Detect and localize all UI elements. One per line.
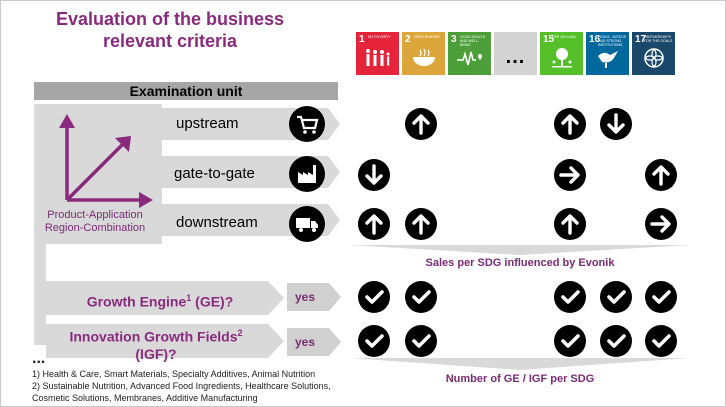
- row-label-upstream: upstream: [176, 115, 239, 132]
- sdg-number: 17: [635, 34, 647, 45]
- people-icon: [366, 49, 390, 66]
- sdg-tile-3: 3 Good health and well-being: [448, 32, 491, 75]
- sdg-number: 1: [359, 34, 365, 45]
- cart-icon: [289, 106, 325, 142]
- sales-label: Sales per SDG influenced by Evonik: [425, 257, 615, 269]
- check-icon: [405, 281, 437, 313]
- ellipsis-icon: ...: [505, 46, 526, 68]
- factory-icon: [289, 156, 325, 192]
- check-icon: [645, 325, 677, 357]
- sdg-icons-row: 1 No poverty 2 Zero hunger 3 Good health…: [356, 32, 675, 75]
- sales-band: [350, 245, 690, 255]
- arrow-up-icon: [554, 208, 586, 240]
- page-title: Evaluation of the business relevant crit…: [55, 9, 285, 51]
- growth-engine-text: Growth Engine: [86, 293, 187, 310]
- check-icon: [358, 325, 390, 357]
- sdg-label: No poverty: [368, 35, 391, 39]
- check-icon: [358, 281, 390, 313]
- arrow-up-icon: [358, 208, 390, 240]
- sdg-label: Partnerships for the goals: [644, 35, 673, 43]
- bowl-icon: [413, 48, 435, 66]
- arrow-right-icon: [554, 159, 586, 191]
- truck-icon: [289, 206, 325, 242]
- growth-engine-banner: [46, 281, 284, 315]
- igf-text: Innovation Growth Fields: [69, 328, 238, 345]
- yes-arrow-1: [329, 283, 341, 311]
- tree-icon: [552, 48, 572, 68]
- examination-unit-header: Examination unit: [34, 82, 338, 100]
- check-icon: [645, 281, 677, 313]
- check-icon: [554, 325, 586, 357]
- sdg-tile-15: 15 Life on land: [540, 32, 583, 75]
- dove-icon: [598, 51, 618, 68]
- arrow-down-icon: [600, 108, 632, 140]
- growth-engine-suffix: (GE)?: [191, 293, 234, 310]
- heartbeat-icon: [457, 51, 482, 66]
- footnote-ref-2: 2: [237, 328, 243, 338]
- sdg-number: 15: [543, 34, 555, 45]
- axis-panel: [34, 104, 162, 244]
- check-icon: [600, 281, 632, 313]
- flower-icon: [644, 48, 664, 68]
- sdg-label: Good health and well-being: [460, 35, 486, 47]
- sdg-tile-16: 16 Peace, justice and strong institution…: [586, 32, 629, 75]
- sdg-label: Zero hunger: [414, 35, 440, 39]
- number-band: [350, 358, 690, 370]
- row-label-gate-to-gate: gate-to-gate: [174, 165, 255, 182]
- footnote-1: 1) Health & Care, Smart Materials, Speci…: [32, 369, 316, 379]
- sdg-tile-17: 17 Partnerships for the goals: [632, 32, 675, 75]
- row-label-downstream: downstream: [176, 214, 258, 231]
- arrow-up-icon: [645, 159, 677, 191]
- check-icon: [600, 325, 632, 357]
- footnote-2: 2) Sustainable Nutrition, Advanced Food …: [32, 381, 331, 391]
- axis-connector-bar: [34, 240, 46, 345]
- axes-diagram: [59, 114, 153, 208]
- igf-answer: yes: [287, 328, 329, 356]
- check-icon: [405, 325, 437, 357]
- footnote-3: Cosmetic Solutions, Membranes, Additive …: [32, 393, 258, 403]
- growth-engine-answer: yes: [287, 283, 329, 311]
- sdg-number: 3: [451, 34, 457, 45]
- sdg-label: Life on land: [552, 35, 576, 39]
- igf-label: Innovation Growth Fields2 (IGF)?: [56, 325, 256, 363]
- sdg-number: 16: [589, 34, 601, 45]
- check-icon: [554, 281, 586, 313]
- igf-suffix: (IGF)?: [135, 345, 177, 362]
- growth-engine-label: Growth Engine1 (GE)?: [60, 290, 260, 311]
- footnote-ref-1: 1: [186, 293, 192, 303]
- arrow-right-icon: [645, 208, 677, 240]
- sdg-tile-2: 2 Zero hunger: [402, 32, 445, 75]
- sdg-label: Peace, justice and strong institutions: [598, 35, 627, 47]
- arrow-down-icon: [358, 159, 390, 191]
- arrow-up-icon: [554, 108, 586, 140]
- number-label: Number of GE / IGF per SDG: [445, 373, 595, 385]
- yes-arrow-2: [329, 328, 341, 356]
- arrow-up-icon: [405, 208, 437, 240]
- sdg-number: 2: [405, 34, 411, 45]
- ellipsis-marker: ...: [32, 350, 46, 367]
- arrow-up-icon: [405, 108, 437, 140]
- igf-banner: [46, 324, 284, 358]
- sdg-tile-ellipsis: ...: [494, 32, 537, 75]
- axis-label: Product-Application Region-Combination: [44, 209, 146, 234]
- sdg-tile-1: 1 No poverty: [356, 32, 399, 75]
